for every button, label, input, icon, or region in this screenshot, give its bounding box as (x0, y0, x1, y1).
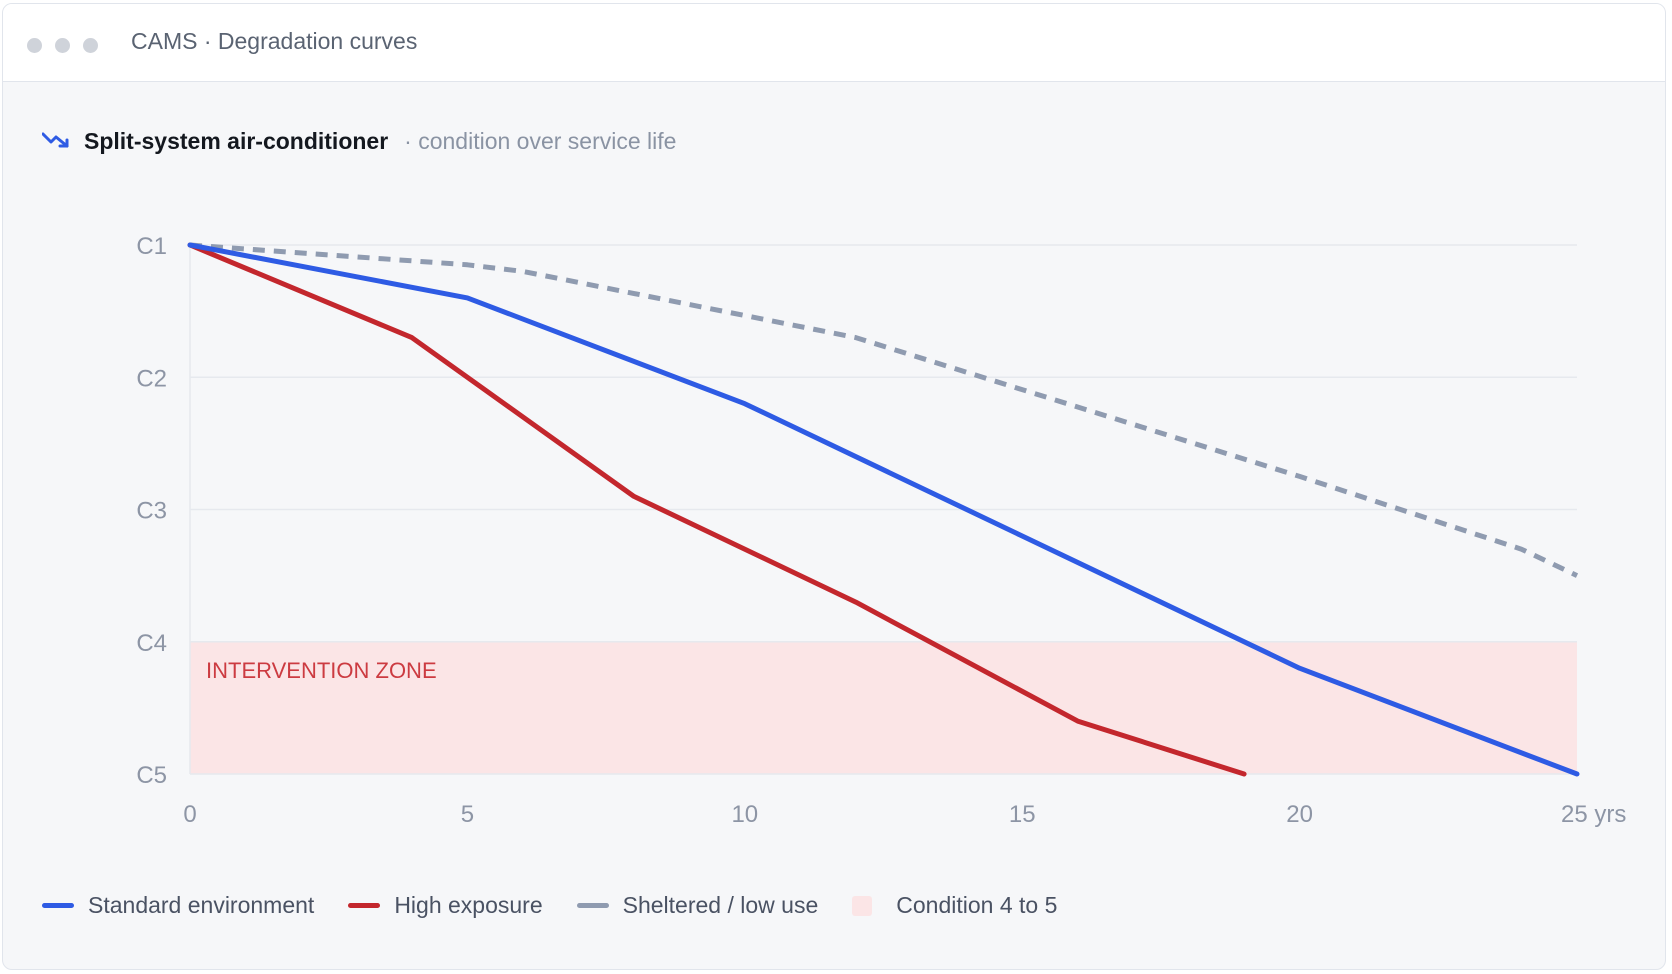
window-maximize-button[interactable] (83, 38, 98, 53)
intervention-zone (190, 641, 1577, 774)
y-tick-label: C2 (136, 365, 167, 392)
legend-swatch-high-exposure (348, 903, 381, 908)
chart-subtitle: · condition over service life (404, 127, 677, 154)
chart-legend: Standard environment High exposure Shelt… (42, 892, 1091, 919)
x-tick-label: 25 yrs (1561, 801, 1626, 828)
legend-swatch-standard (42, 903, 74, 908)
chart-header: Split-system air-conditioner · condition… (41, 124, 677, 158)
window-close-button[interactable] (27, 38, 42, 53)
x-tick-label: 20 (1286, 801, 1313, 828)
legend-label-high-exposure: High exposure (394, 892, 543, 918)
title-bar: CAMS · Degradation curves (3, 4, 1665, 82)
x-tick-label: 15 (1009, 801, 1036, 828)
legend-item-zone[interactable]: Condition 4 to 5 (852, 892, 1057, 919)
window-minimize-button[interactable] (55, 38, 70, 53)
window-title: CAMS · Degradation curves (131, 28, 418, 54)
trend-down-icon (41, 129, 70, 154)
series-high-exposure-line (187, 242, 1247, 777)
x-tick-label: 10 (731, 801, 758, 828)
legend-swatch-zone (852, 895, 873, 916)
x-tick-label: 5 (461, 801, 474, 828)
intervention-zone-label: INTERVENTION ZONE (206, 658, 437, 683)
y-tick-label: C4 (136, 630, 167, 657)
app-window: CAMS · Degradation curves (2, 3, 1666, 970)
legend-label-standard: Standard environment (88, 892, 315, 918)
legend-label-sheltered: Sheltered / low use (622, 892, 819, 918)
series-sheltered-line (189, 242, 1579, 578)
legend-item-standard[interactable]: Standard environment (42, 892, 314, 919)
chart-title: Split-system air-conditioner (84, 127, 389, 154)
legend-item-sheltered[interactable]: Sheltered / low use (576, 892, 819, 919)
series-standard-line (187, 242, 1580, 777)
legend-label-zone: Condition 4 to 5 (896, 892, 1058, 918)
y-tick-label: C1 (136, 233, 167, 260)
legend-swatch-sheltered (576, 903, 609, 908)
y-tick-label: C5 (136, 762, 167, 789)
legend-item-high-exposure[interactable]: High exposure (348, 892, 543, 919)
y-tick-label: C3 (136, 498, 167, 525)
x-tick-label: 0 (183, 801, 196, 828)
